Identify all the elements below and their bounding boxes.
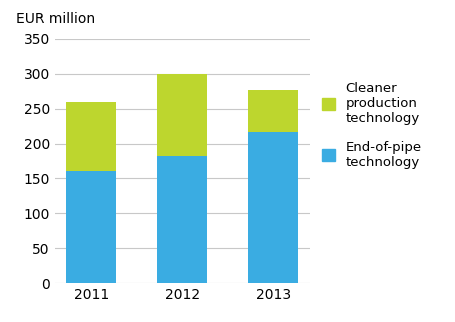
Bar <box>66 101 116 172</box>
Bar <box>248 132 298 283</box>
Text: EUR million: EUR million <box>16 13 96 26</box>
Bar <box>248 90 298 132</box>
Legend: Cleaner
production
technology, End-of-pipe
technology: Cleaner production technology, End-of-pi… <box>321 82 421 169</box>
Bar <box>157 156 207 283</box>
Bar <box>66 172 116 283</box>
Bar <box>157 74 207 156</box>
